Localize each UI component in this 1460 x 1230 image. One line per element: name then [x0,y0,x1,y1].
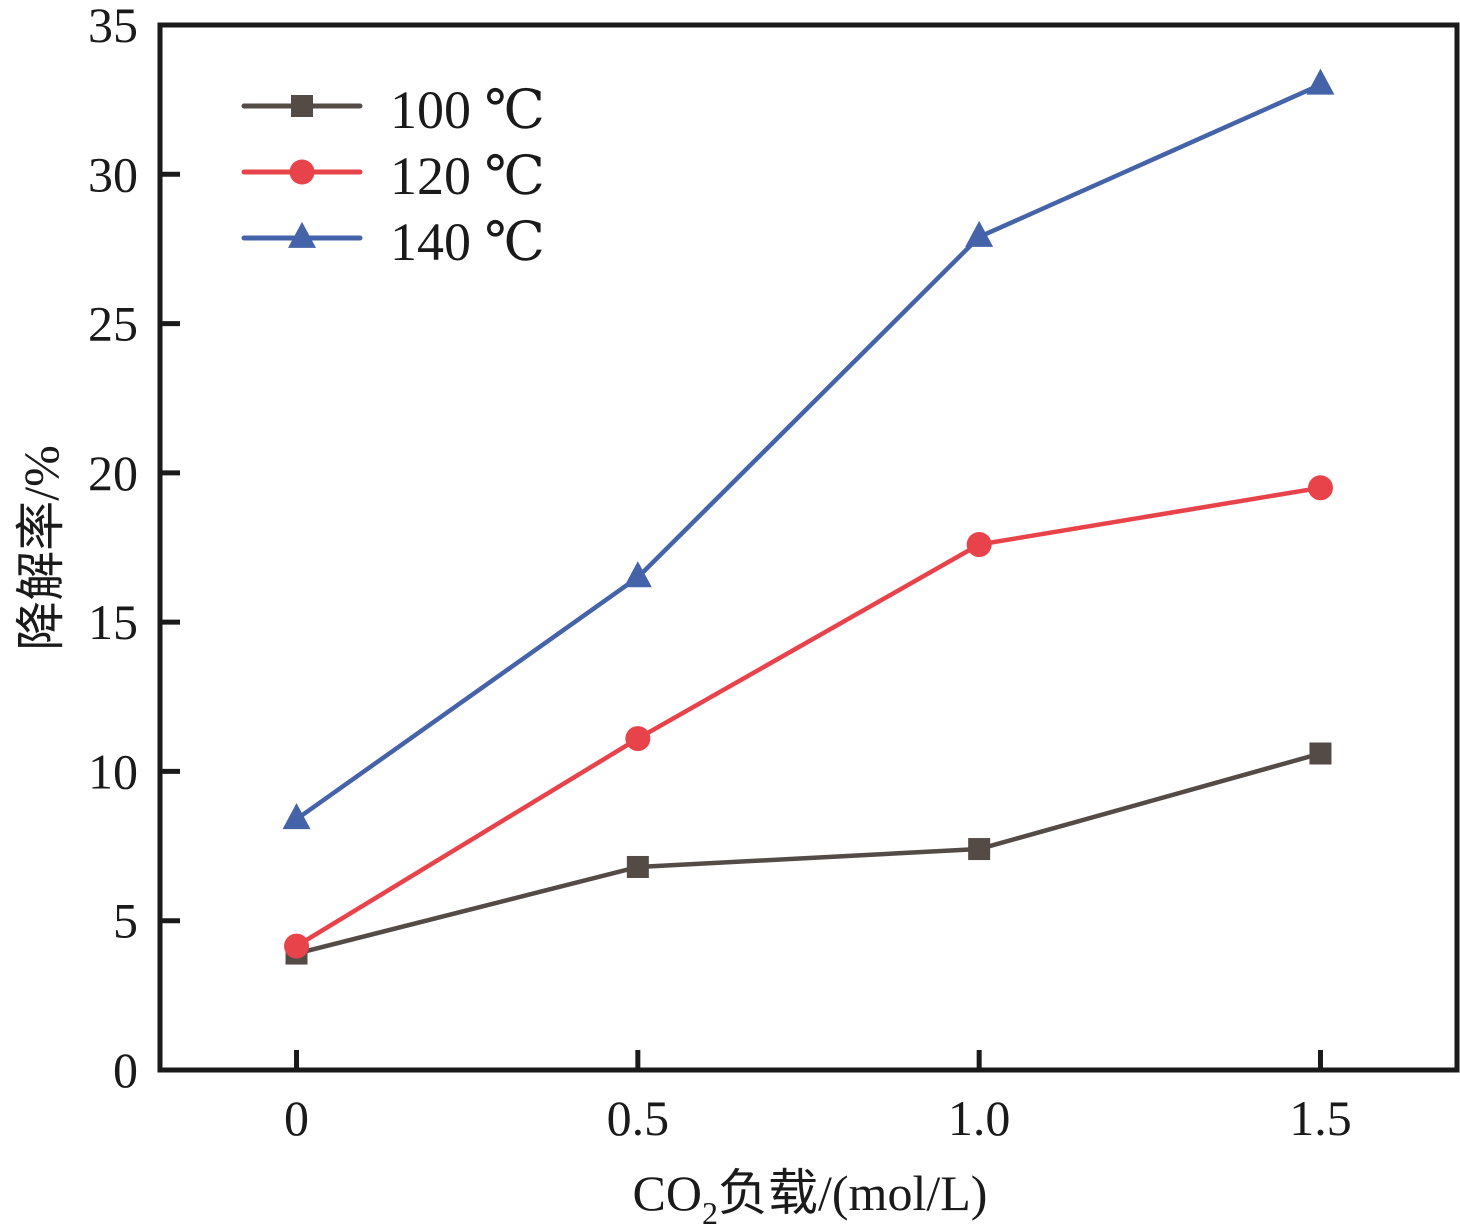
legend-label: 120 ℃ [390,146,545,206]
y-tick-label: 0 [113,1042,138,1098]
data-point-triangle [965,220,994,247]
plot-area: 0 5 10 15 20 25 30 35 0 0.5 1.0 1.5 [88,0,1460,1146]
x-axis-title-prefix: CO [633,1165,702,1221]
data-point-circle [1307,475,1333,501]
x-axis-title: CO2负载/(mol/L) [633,1165,988,1230]
data-point-circle [625,726,651,752]
x-tick-label: 0 [284,1090,309,1146]
y-tick-label: 25 [88,296,138,352]
series-layer [282,68,1335,965]
y-tick-label: 30 [88,146,138,202]
legend-item: 140 ℃ [241,212,545,272]
series-line [295,751,1322,956]
x-tick-label: 1.5 [1289,1090,1352,1146]
series-3 [282,68,1335,830]
legend-item: 120 ℃ [241,146,545,206]
data-point-square [968,838,991,861]
x-axis: 0 0.5 1.0 1.5 [284,1050,1352,1146]
data-point-square [1309,742,1332,765]
x-axis-title-subscript: 2 [702,1195,718,1230]
series-line [295,82,1322,822]
x-tick-label: 0.5 [607,1090,670,1146]
legend-marker-circle [289,159,315,185]
data-point-triangle [282,803,311,830]
series-line [295,485,1321,949]
y-tick-label: 10 [88,743,138,799]
y-axis: 0 5 10 15 20 25 30 35 [88,0,180,1098]
y-axis-title: 降解率/% [13,445,69,651]
y-tick-label: 15 [88,594,138,650]
y-tick-label: 35 [88,0,138,53]
legend-label: 140 ℃ [390,212,545,272]
series-1 [285,742,1332,965]
x-axis-title-suffix: 负载/(mol/L) [718,1165,987,1221]
legend-marker-square [291,95,313,117]
y-tick-label: 5 [113,893,138,949]
legend-marker-triangle [288,221,316,248]
data-point-triangle [1306,68,1335,95]
data-point-circle [966,532,992,558]
data-point-triangle [623,561,652,588]
plot-frame [157,22,1460,1073]
legend-item: 100 ℃ [241,80,545,140]
x-tick-label: 1.0 [948,1090,1011,1146]
y-tick-label: 20 [88,445,138,501]
data-point-square [626,855,649,878]
data-point-circle [284,933,310,959]
legend-label: 100 ℃ [390,80,545,140]
series-2 [284,475,1333,959]
